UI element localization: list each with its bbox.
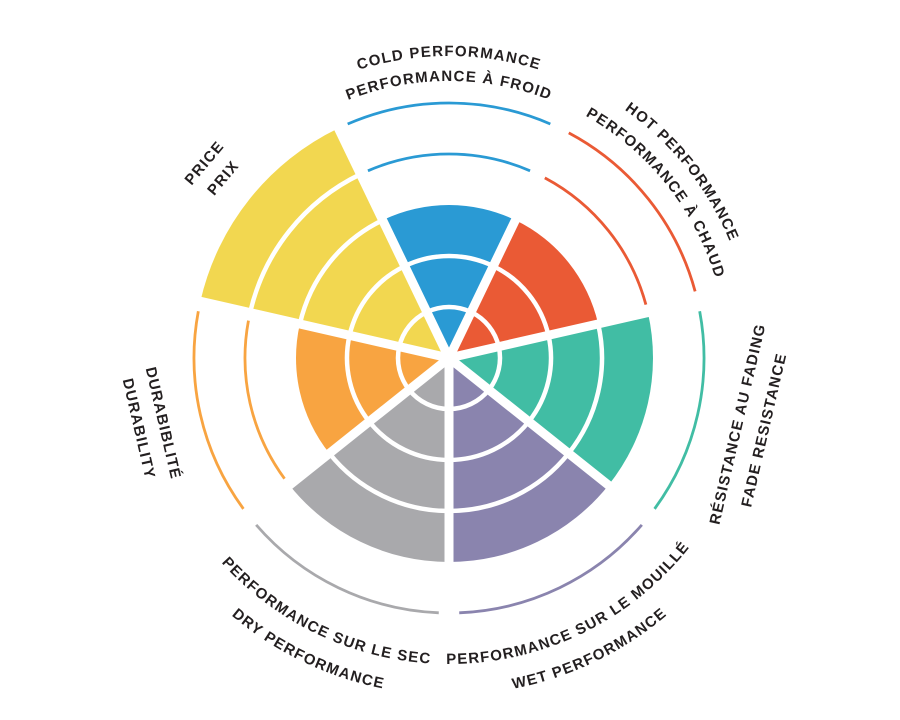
sector-price-ring-separator-2 xyxy=(347,264,406,336)
sector-wet-ring-separator-2 xyxy=(448,420,531,463)
sector-dry-label-fr: PERFORMANCE SUR LE SEC xyxy=(218,554,432,668)
sector-boundary-5 xyxy=(243,354,452,523)
sector-boundary-0 xyxy=(332,122,454,360)
sector-dry-ring-separator-2 xyxy=(367,420,450,463)
sector-cold-ring-separator-2 xyxy=(403,253,495,269)
sector-boundaries xyxy=(195,122,703,617)
sector-dry-level-5-arc xyxy=(255,523,439,615)
sector-price-wedge xyxy=(200,128,449,358)
sector-boundary-3 xyxy=(446,354,655,523)
sector-wet-ring-separator-3 xyxy=(448,451,571,514)
sector-hot-label-en: HOT PERFORMANCE xyxy=(622,99,742,244)
sector-cold-level-4-arc xyxy=(367,152,531,173)
sector-hot-ring-separator-2 xyxy=(492,264,551,336)
sector-cold-wedge xyxy=(382,205,516,358)
sector-durability-wedge xyxy=(296,323,449,454)
sector-price-ring-separator-3 xyxy=(297,218,384,325)
sector-hot-level-4-arc xyxy=(544,176,648,306)
sector-fade-level-5-arc xyxy=(653,311,706,510)
sector-boundary-2 xyxy=(447,295,703,363)
sector-wet-wedge xyxy=(449,358,609,562)
sector-wet-level-5-arc xyxy=(459,523,643,615)
sector-fade-ring-separator-2 xyxy=(526,334,554,424)
sector-price-ring-separator-4 xyxy=(247,172,362,314)
sector-hot-level-5-arc xyxy=(568,131,697,292)
sector-boundary-6 xyxy=(195,295,451,363)
sector-durability-level-5-arc xyxy=(192,311,245,510)
sector-fade-ring-separator-3 xyxy=(566,323,605,455)
unfilled-level-arcs xyxy=(192,101,706,615)
sector-boundary-1 xyxy=(444,122,566,360)
sector-durability-level-4-arc xyxy=(243,320,286,480)
sector-durability-ring-separator-2 xyxy=(344,334,372,424)
sector-cold-label-fr: PERFORMANCE À FROID xyxy=(344,68,555,104)
sector-dry-ring-separator-3 xyxy=(327,451,450,514)
sector-cold-level-5-arc xyxy=(347,101,551,126)
sector-dry-wedge xyxy=(289,358,449,562)
